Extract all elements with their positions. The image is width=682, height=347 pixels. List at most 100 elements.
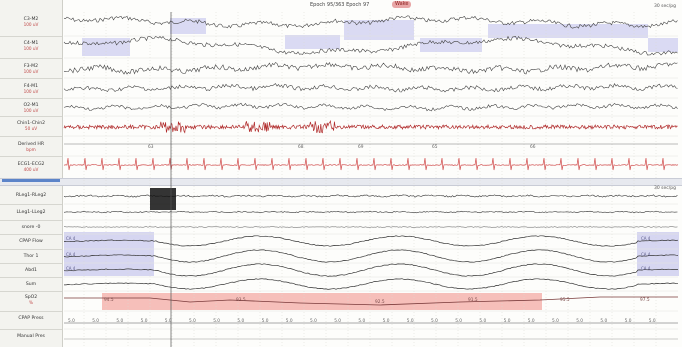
channel-label-spo2[interactable]: SpO2% bbox=[24, 295, 38, 305]
label-separator bbox=[0, 98, 62, 99]
epoch-title: Epoch 95/363 Epoch 97 bbox=[310, 2, 370, 8]
cpap-press-value: 5.0 bbox=[383, 318, 390, 324]
channel-label-lleg[interactable]: LLeg1-LLeg2 bbox=[16, 210, 46, 215]
timescale-label[interactable]: 30 sec/pg bbox=[654, 186, 676, 191]
label-separator bbox=[0, 220, 62, 221]
cpap-press-value: 5.0 bbox=[237, 318, 244, 324]
hr-tick-label: 65 bbox=[432, 144, 438, 150]
cpap-press-value: 5.0 bbox=[310, 318, 317, 324]
spo2-trace bbox=[64, 296, 678, 306]
label-separator bbox=[0, 36, 62, 37]
eeg-event-highlight bbox=[285, 35, 340, 49]
cpap-press-value: 5.0 bbox=[552, 318, 559, 324]
channel-label-chin[interactable]: Chin1-Chin2 50 uV bbox=[16, 121, 46, 131]
channel-label-o2[interactable]: O2-M1 100 uV bbox=[23, 103, 39, 113]
eeg-c3-trace bbox=[63, 15, 678, 29]
label-separator bbox=[0, 156, 62, 157]
cpap-press-value: 5.0 bbox=[213, 318, 220, 324]
grid-layer bbox=[64, 12, 678, 347]
highlight-layer bbox=[64, 18, 679, 310]
resp-box-label: CA 4 bbox=[66, 252, 76, 257]
cpap-press-value: 5.0 bbox=[262, 318, 269, 324]
waveform-layer bbox=[63, 12, 679, 347]
hr-tick-label: 63 bbox=[148, 144, 154, 150]
spo2-value: 94.5 bbox=[104, 297, 114, 303]
label-separator bbox=[0, 234, 62, 235]
cpap-press-value: 5.0 bbox=[358, 318, 365, 324]
value-labels: 63 68 69 65 66 94.5 93.5 92.5 91.5 95.5 … bbox=[66, 144, 651, 305]
resp-box-label: CA 4 bbox=[641, 266, 651, 271]
resp-event-highlight bbox=[64, 232, 154, 276]
cpap-press-value: 5.0 bbox=[165, 318, 172, 324]
chin-emg-trace bbox=[63, 119, 678, 134]
resp-box-label: CA 4 bbox=[66, 236, 76, 241]
eeg-event-highlight bbox=[648, 38, 678, 52]
label-separator bbox=[0, 249, 62, 250]
snore-trace bbox=[63, 226, 678, 228]
cpap-press-value: 5.0 bbox=[141, 318, 148, 324]
channel-label-c3[interactable]: C3-M2 100 uV bbox=[23, 17, 39, 27]
eeg-event-highlight bbox=[82, 38, 130, 56]
hr-tick-label: 66 bbox=[530, 144, 536, 150]
label-separator bbox=[0, 263, 62, 264]
cpap-press-value: 5.0 bbox=[576, 318, 583, 324]
hr-tick-label: 69 bbox=[358, 144, 364, 150]
thor-trace bbox=[63, 249, 679, 263]
resp-box-label: CA 4 bbox=[641, 252, 651, 257]
cpap-press-value: 5.0 bbox=[92, 318, 99, 324]
spo2-value: 92.5 bbox=[375, 299, 385, 305]
channel-label-manual-pres[interactable]: Manual Pres bbox=[17, 334, 45, 339]
lleg-trace bbox=[63, 210, 678, 214]
cpap-value-row: 5.0 5.0 5.0 5.0 5.0 5.0 5.0 5.0 5.0 5.0 5.0 5.0 5.0 5… bbox=[68, 318, 656, 324]
cpap-press-value: 5.0 bbox=[479, 318, 486, 324]
cpap-press-value: 5.0 bbox=[116, 318, 123, 324]
cpap-flow-trace bbox=[63, 235, 679, 247]
channel-label-f4[interactable]: F4-M1 100 uV bbox=[23, 84, 39, 94]
channel-label-ecg[interactable]: ECG1-ECG2 400 uV bbox=[17, 162, 45, 172]
label-separator bbox=[0, 58, 62, 59]
eeg-event-highlight bbox=[420, 38, 482, 52]
channel-label-cpap-flow[interactable]: CPAP Flow bbox=[19, 239, 43, 244]
label-separator bbox=[0, 78, 62, 79]
sleep-stage-badge[interactable]: Wake bbox=[392, 1, 412, 8]
cpap-press-value: 5.0 bbox=[625, 318, 632, 324]
channel-label-cpap-press[interactable]: CPAP Press bbox=[18, 316, 44, 321]
eeg-o2-trace bbox=[63, 102, 678, 112]
cpap-press-value: 5.0 bbox=[504, 318, 511, 324]
cpap-press-value: 5.0 bbox=[455, 318, 462, 324]
channel-label-rleg[interactable]: RLeg1-RLeg2 bbox=[15, 193, 47, 198]
timescale-label[interactable]: 30 sec/pg bbox=[654, 4, 676, 9]
eeg-f4-trace bbox=[63, 83, 678, 93]
montage-divider[interactable] bbox=[0, 178, 682, 186]
cpap-press-value: 5.0 bbox=[649, 318, 656, 324]
spo2-value: 97.5 bbox=[640, 297, 650, 303]
cpap-press-value: 5.0 bbox=[600, 318, 607, 324]
channel-label-sum[interactable]: Sum bbox=[25, 282, 37, 287]
eeg-event-highlight bbox=[344, 20, 414, 40]
hr-tick-label: 68 bbox=[298, 144, 304, 150]
resp-box-label: CA 4 bbox=[641, 236, 651, 241]
channel-label-thor[interactable]: Thor 1 bbox=[23, 254, 39, 259]
cpap-press-value: 5.0 bbox=[528, 318, 535, 324]
label-separator bbox=[0, 277, 62, 278]
channel-label-column: C3-M2 100 uV C4-M1 100 uV F3-M2 100 uV F4-M… bbox=[0, 0, 63, 347]
channel-label-c4[interactable]: C4-M1 100 uV bbox=[23, 41, 39, 51]
spo2-value: 91.5 bbox=[468, 297, 478, 303]
cpap-press-value: 5.0 bbox=[189, 318, 196, 324]
resp-box-label: CA 4 bbox=[66, 266, 76, 271]
eeg-f3-trace bbox=[63, 61, 678, 75]
ecg-trace bbox=[63, 157, 679, 171]
channel-label-snore[interactable]: snore -0 bbox=[21, 225, 41, 230]
label-separator bbox=[0, 329, 62, 330]
channel-label-f3[interactable]: F3-M2 100 uV bbox=[23, 64, 39, 74]
spo2-value: 95.5 bbox=[560, 297, 570, 303]
cpap-press-value: 5.0 bbox=[431, 318, 438, 324]
channel-label-derived-hr[interactable]: Derived HR bpm bbox=[17, 142, 45, 152]
cpap-press-value: 5.0 bbox=[68, 318, 75, 324]
cpap-press-value: 5.0 bbox=[407, 318, 414, 324]
cpap-press-value: 5.0 bbox=[286, 318, 293, 324]
label-separator bbox=[0, 291, 62, 292]
channel-label-abd[interactable]: Abd1 bbox=[25, 268, 37, 273]
